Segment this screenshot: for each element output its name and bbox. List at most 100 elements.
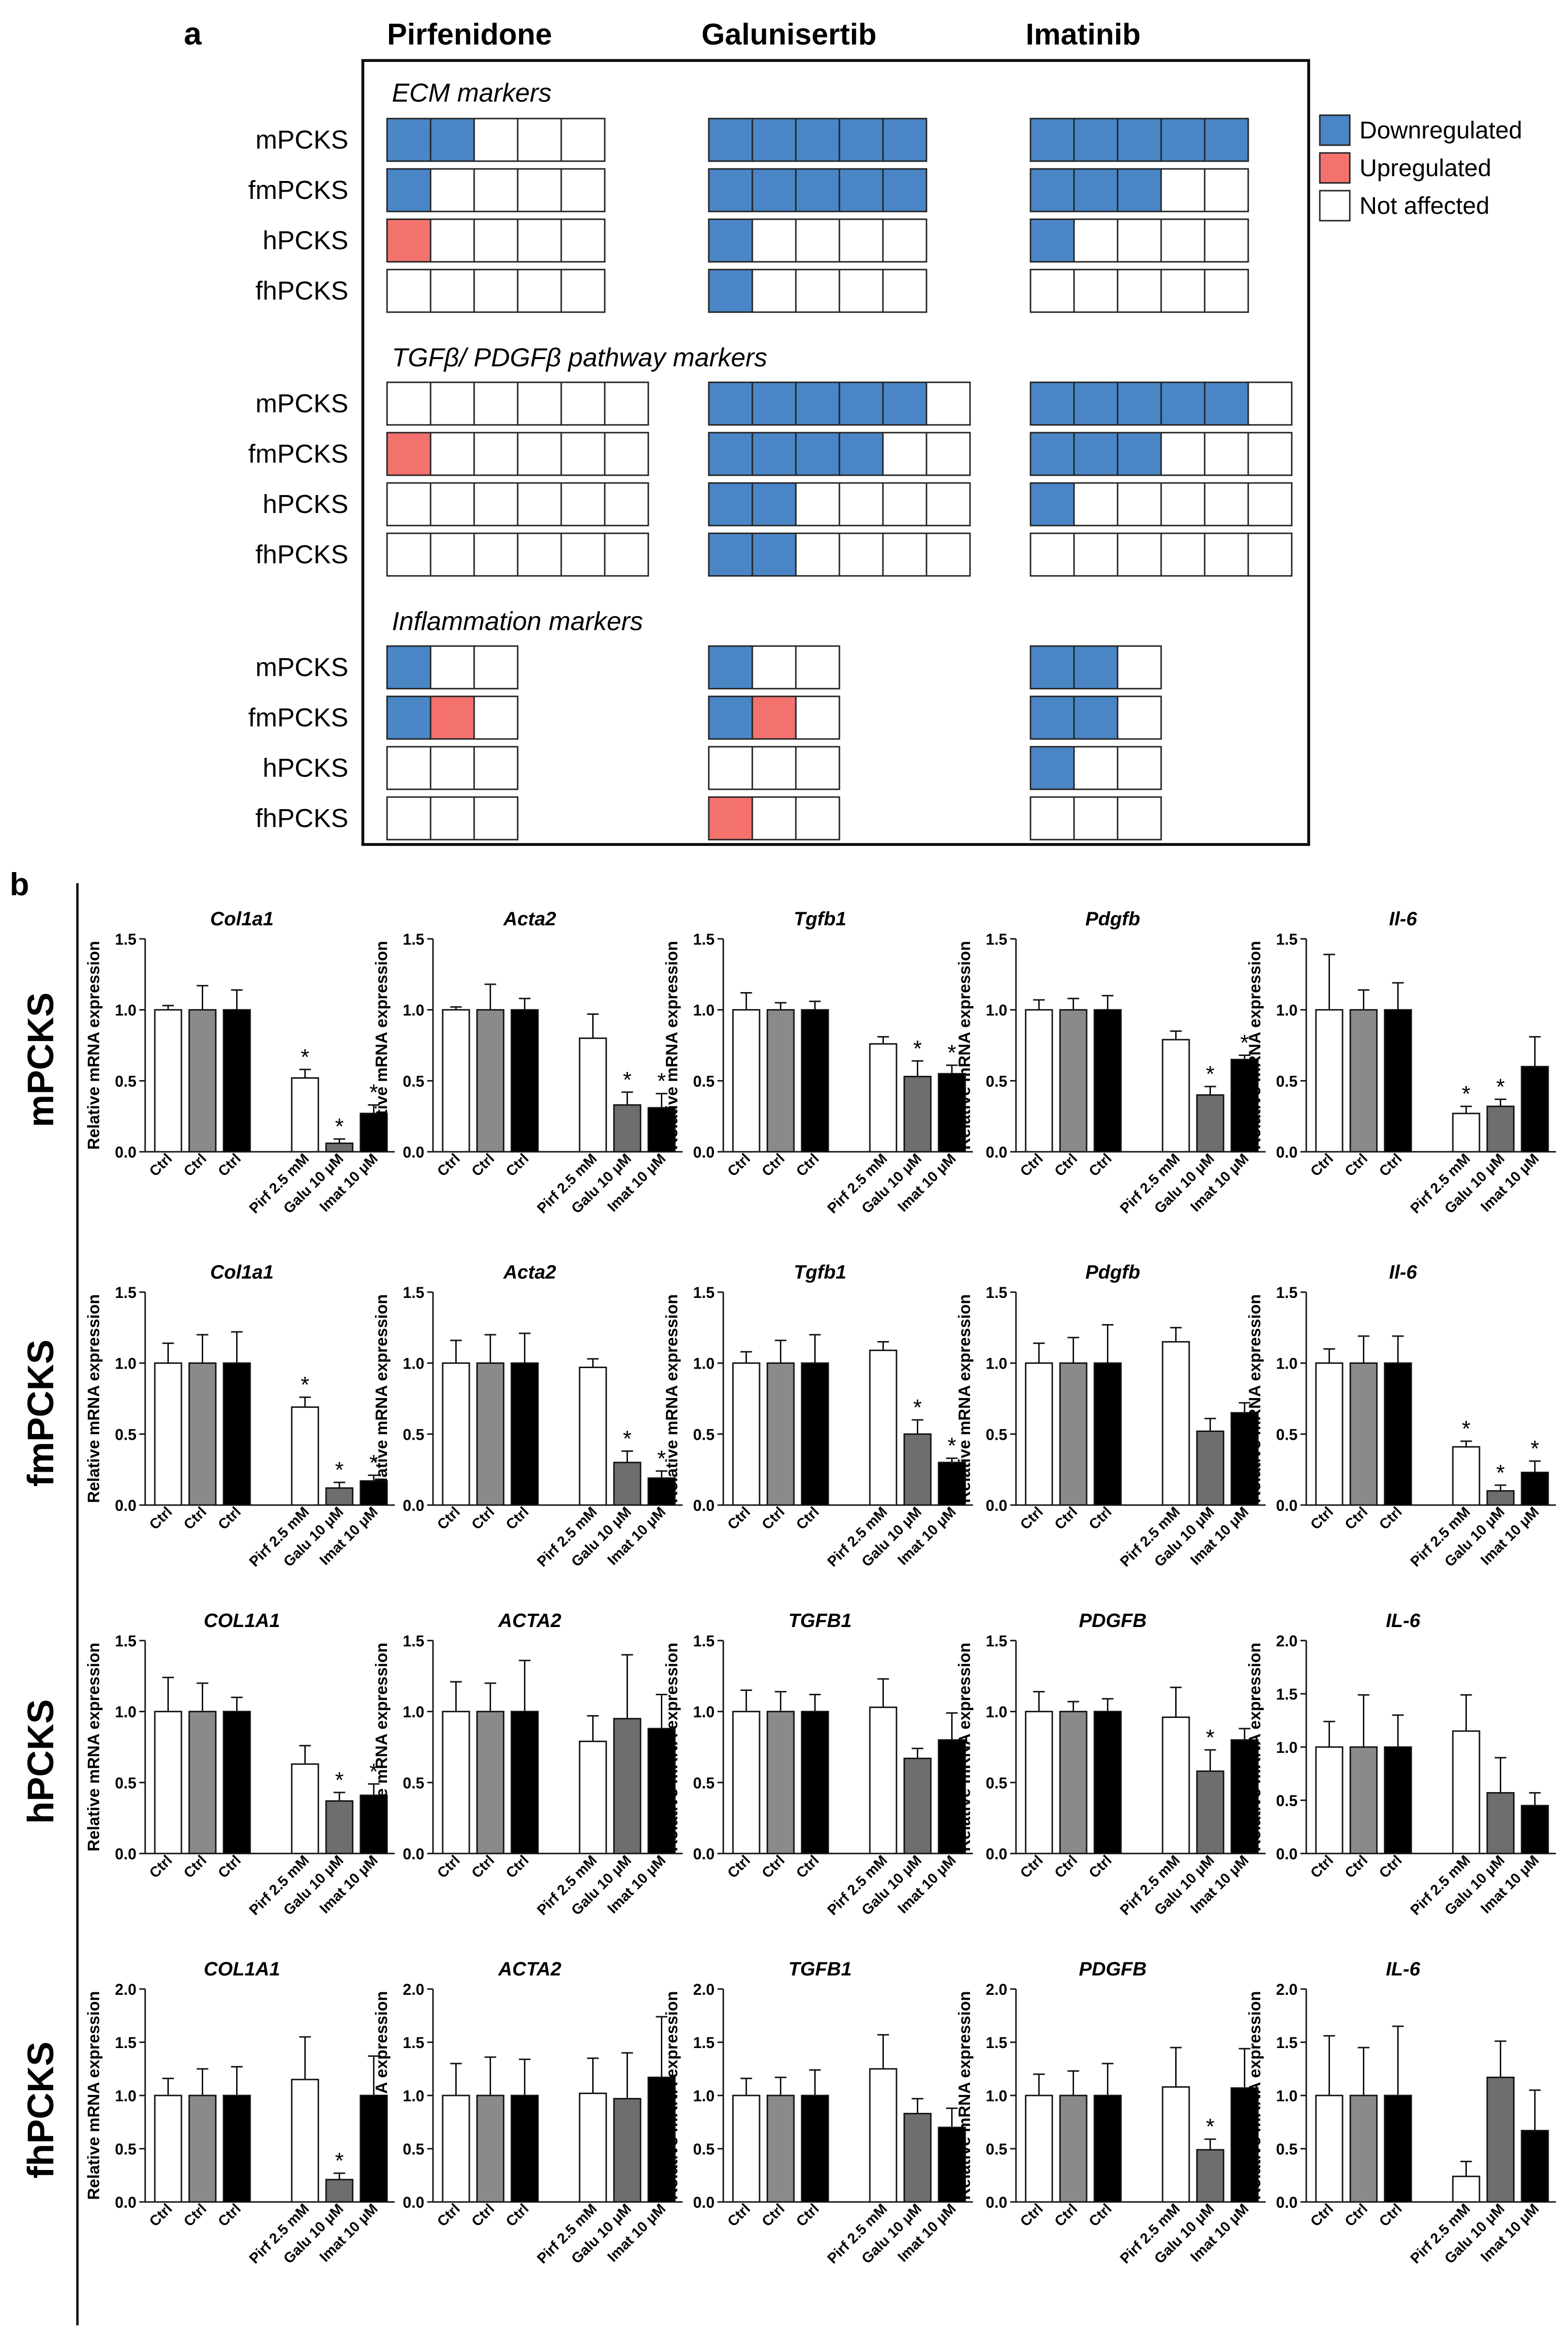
marker-cell xyxy=(1073,482,1119,527)
marker-cell xyxy=(926,381,971,426)
y-tick-label: 1.5 xyxy=(115,931,136,948)
bar xyxy=(1384,2095,1412,2203)
bar xyxy=(476,1362,505,1506)
marker-cell xyxy=(430,746,475,790)
y-tick-label: 0.0 xyxy=(693,1497,715,1514)
marker-cell xyxy=(473,796,519,841)
marker-cell xyxy=(838,381,884,426)
marker-cell xyxy=(795,532,840,577)
x-tick-label: Ctrl xyxy=(503,2201,532,2230)
marker-cell xyxy=(708,532,753,577)
group-row-label: fhPCKS xyxy=(255,540,348,569)
marker-cell xyxy=(604,432,649,476)
marker-cell xyxy=(795,269,840,313)
bar xyxy=(938,1739,966,1854)
x-tick-label: Ctrl xyxy=(1017,1504,1046,1533)
marker-cell xyxy=(1117,218,1162,263)
chart-title: PDGFB xyxy=(1079,1959,1147,1980)
bar xyxy=(1452,1446,1480,1506)
bar-chart: ACTA2 Relative mRNA expression 0.0 0.5 1.0 1.… xyxy=(373,1959,683,2267)
y-tick-label: 1.0 xyxy=(693,1355,715,1372)
marker-cell xyxy=(795,168,840,212)
bar xyxy=(732,1009,761,1153)
row-label: fhPCKS xyxy=(20,2042,61,2179)
marker-cell xyxy=(386,746,432,790)
bar xyxy=(1521,1472,1549,1506)
bar xyxy=(1093,1362,1122,1506)
y-tick-label: 0.5 xyxy=(986,1426,1007,1443)
significance-mark: * xyxy=(370,1759,378,1784)
marker-cell xyxy=(1030,482,1075,527)
y-axis-label: Relative mRNA expression xyxy=(373,1991,391,2200)
bar xyxy=(359,1113,388,1153)
bar xyxy=(1349,1746,1378,1854)
bar-chart: Acta2 Relative mRNA expression 0.0 0.5 1.0 1.… xyxy=(373,1262,683,1570)
marker-cell xyxy=(473,269,519,313)
marker-cell xyxy=(430,532,475,577)
bar xyxy=(579,1037,607,1153)
bar xyxy=(1025,1711,1053,1854)
marker-cell xyxy=(1160,218,1206,263)
marker-cell xyxy=(1030,695,1075,740)
significance-mark: * xyxy=(370,1450,378,1475)
chart-title: Pdgfb xyxy=(1085,908,1140,930)
group-row-label: fhPCKS xyxy=(255,804,348,833)
marker-cell xyxy=(795,645,840,690)
y-tick-label: 0.0 xyxy=(403,1144,424,1161)
marker-cell xyxy=(517,269,562,313)
marker-cell xyxy=(795,695,840,740)
marker-cell xyxy=(386,118,432,162)
bar xyxy=(476,2095,505,2203)
chart-title: ACTA2 xyxy=(498,1959,561,1980)
bar xyxy=(1025,1009,1053,1153)
group-row-label: hPCKS xyxy=(263,490,348,519)
marker-cell xyxy=(708,168,753,212)
chart-title: COL1A1 xyxy=(204,1959,280,1980)
marker-cell xyxy=(838,218,884,263)
marker-cell xyxy=(386,695,432,740)
marker-cell xyxy=(926,432,971,476)
bar xyxy=(613,2098,642,2203)
marker-cell xyxy=(838,269,884,313)
panel-a-grids: ECM markers mPCKS fmPCKS hPCKS fhPCKS TGFβ/ P… xyxy=(248,78,1293,841)
bar xyxy=(732,2095,761,2203)
bar xyxy=(510,1009,539,1153)
y-tick-label: 1.5 xyxy=(693,1284,715,1301)
chart-title: IL-6 xyxy=(1386,1959,1420,1980)
bar xyxy=(801,2095,829,2203)
y-tick-label: 1.0 xyxy=(115,2087,136,2105)
y-tick-label: 0.0 xyxy=(115,1497,136,1514)
bar xyxy=(647,2077,676,2203)
y-axis-label: Relative mRNA expression xyxy=(663,1643,681,1851)
y-tick-label: 2.0 xyxy=(115,1981,136,1998)
marker-cell xyxy=(882,269,927,313)
marker-cell xyxy=(473,118,519,162)
bar xyxy=(903,2112,932,2203)
y-axis-label: Relative mRNA expression xyxy=(1246,1643,1264,1851)
bar xyxy=(154,1362,182,1506)
x-tick-label: Ctrl xyxy=(215,1853,244,1882)
group-row-label: mPCKS xyxy=(255,653,348,682)
y-tick-label: 0.0 xyxy=(403,2194,424,2211)
bar-chart: Pdgfb Relative mRNA expression 0.0 0.5 1.0 1.… xyxy=(956,1262,1266,1570)
bar xyxy=(510,1362,539,1506)
marker-cell xyxy=(1247,381,1293,426)
marker-cell xyxy=(882,381,927,426)
marker-cell xyxy=(1073,645,1119,690)
bar xyxy=(188,1711,217,1854)
marker-cell xyxy=(430,168,475,212)
bar xyxy=(938,1462,966,1506)
y-axis-label: Relative mRNA expression xyxy=(663,1991,681,2200)
bar-chart: Col1a1 Relative mRNA expression 0.0 0.5 1.0 1… xyxy=(85,1262,395,1570)
bar xyxy=(442,1009,470,1153)
bar xyxy=(869,1349,897,1506)
marker-cell xyxy=(1030,118,1075,162)
x-tick-label: Ctrl xyxy=(1342,1853,1371,1882)
x-tick-label: Ctrl xyxy=(793,2201,822,2230)
bar xyxy=(223,1009,251,1153)
bar-chart: Tgfb1 Relative mRNA expression 0.0 0.5 1.0 1.… xyxy=(663,1262,973,1570)
marker-cell xyxy=(882,118,927,162)
drug-header-pirfenidone: Pirfenidone xyxy=(387,18,552,51)
significance-mark: * xyxy=(335,1114,344,1139)
y-axis-label: Relative mRNA expression xyxy=(85,941,103,1149)
